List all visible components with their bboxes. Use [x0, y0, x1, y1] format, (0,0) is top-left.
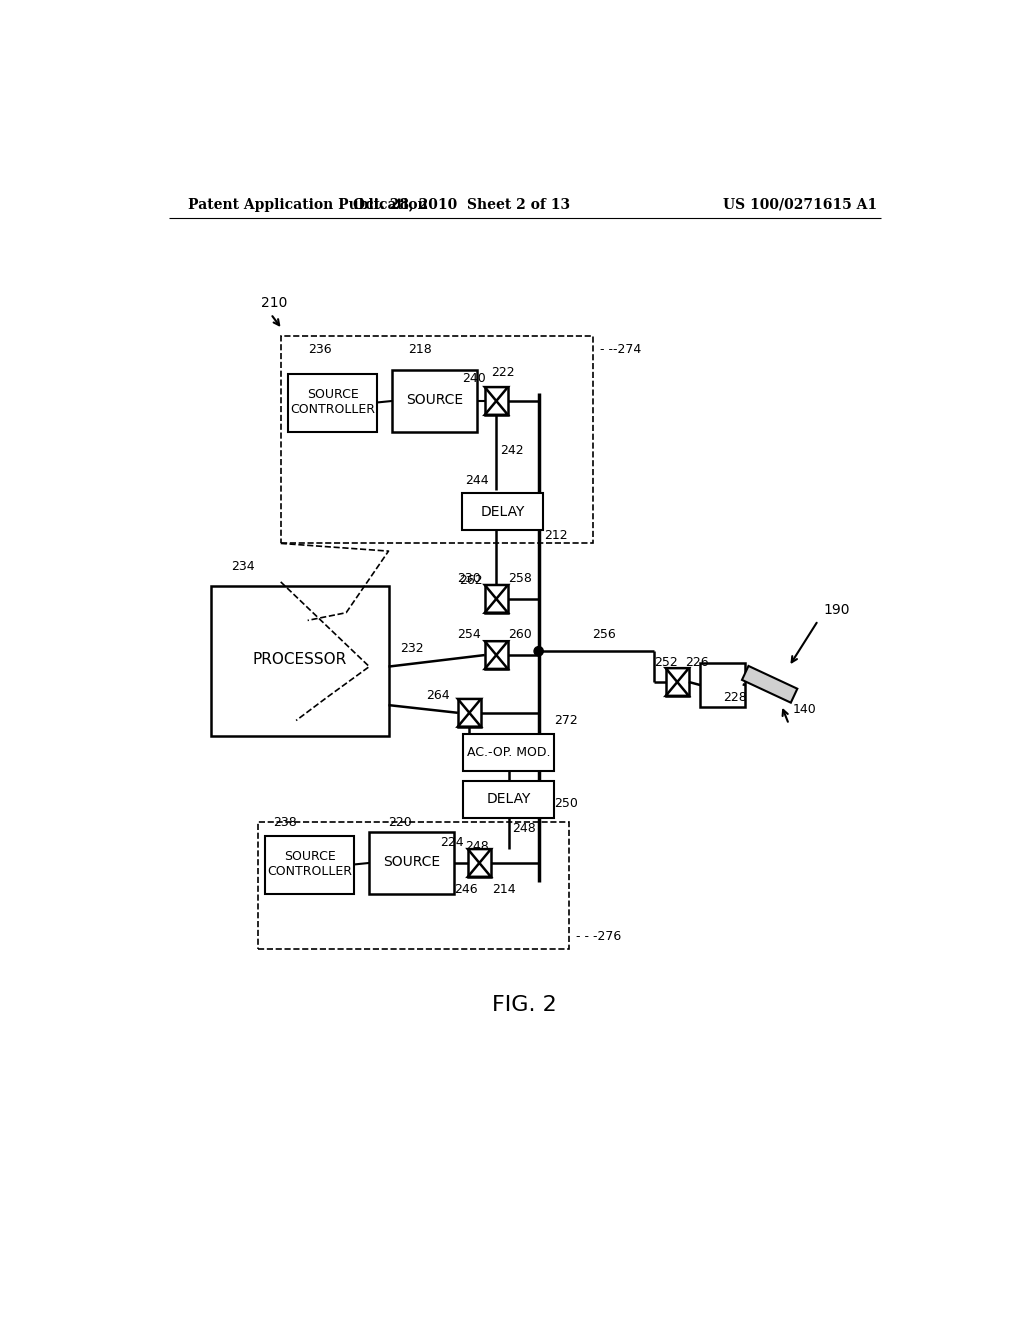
Text: 210: 210 [261, 296, 288, 310]
Text: 214: 214 [493, 883, 516, 896]
Text: 226: 226 [685, 656, 709, 669]
Text: Patent Application Publication: Patent Application Publication [188, 198, 428, 211]
Text: 236: 236 [307, 343, 332, 356]
Text: SOURCE: SOURCE [407, 393, 463, 407]
Polygon shape [468, 863, 490, 876]
Text: 140: 140 [793, 704, 816, 717]
Text: 224: 224 [440, 836, 464, 849]
Text: US 100/0271615 A1: US 100/0271615 A1 [723, 198, 878, 211]
Text: PROCESSOR: PROCESSOR [253, 652, 347, 667]
Bar [370, 832, 454, 894]
Text: 248: 248 [466, 840, 489, 853]
Bar [484, 387, 508, 414]
Polygon shape [458, 713, 481, 726]
Text: 240: 240 [463, 372, 486, 385]
Text: FIG. 2: FIG. 2 [493, 995, 557, 1015]
Polygon shape [484, 599, 508, 612]
Polygon shape [666, 682, 689, 696]
Text: 242: 242 [500, 445, 524, 458]
Text: 252: 252 [654, 656, 678, 669]
Bar [392, 370, 477, 432]
Text: 246: 246 [454, 883, 477, 896]
Polygon shape [484, 655, 508, 669]
Text: - --274: - --274 [600, 343, 641, 356]
Text: 232: 232 [400, 643, 424, 656]
Text: 264: 264 [426, 689, 451, 702]
Text: 234: 234 [230, 560, 254, 573]
Text: 190: 190 [823, 603, 850, 618]
Bar [258, 822, 569, 949]
Polygon shape [484, 387, 508, 401]
Text: 258: 258 [508, 572, 531, 585]
Text: SOURCE
CONTROLLER: SOURCE CONTROLLER [267, 850, 352, 879]
Bar [265, 836, 354, 894]
Bar [700, 663, 745, 708]
Bar [289, 374, 377, 432]
Text: 228: 228 [723, 690, 746, 704]
Bar [742, 667, 798, 702]
Text: 238: 238 [273, 816, 297, 829]
Text: DELAY: DELAY [480, 504, 524, 519]
Polygon shape [484, 401, 508, 414]
Polygon shape [468, 849, 490, 863]
Text: - - -276: - - -276 [575, 929, 621, 942]
Polygon shape [666, 668, 689, 682]
Text: 250: 250 [554, 797, 578, 810]
Bar [458, 700, 481, 726]
Polygon shape [484, 585, 508, 599]
Text: SOURCE: SOURCE [383, 855, 440, 869]
Text: 272: 272 [554, 714, 578, 727]
Bar [463, 734, 554, 771]
Text: Oct. 28, 2010  Sheet 2 of 13: Oct. 28, 2010 Sheet 2 of 13 [353, 198, 570, 211]
Text: DELAY: DELAY [486, 792, 530, 807]
Text: 260: 260 [508, 628, 531, 640]
Text: 220: 220 [388, 816, 413, 829]
Circle shape [535, 647, 544, 656]
Text: 254: 254 [457, 628, 481, 640]
Text: 230: 230 [457, 572, 481, 585]
Text: SOURCE
CONTROLLER: SOURCE CONTROLLER [291, 388, 376, 416]
Polygon shape [458, 700, 481, 713]
Bar [666, 668, 689, 696]
Text: 256: 256 [593, 628, 616, 640]
Polygon shape [484, 642, 508, 655]
Bar [211, 586, 388, 737]
Bar [463, 780, 554, 817]
Text: 244: 244 [466, 474, 489, 487]
Text: 248: 248 [512, 822, 537, 834]
Text: 218: 218 [408, 343, 431, 356]
Bar [468, 849, 490, 876]
Bar [281, 335, 593, 544]
Text: AC.-OP. MOD.: AC.-OP. MOD. [467, 746, 550, 759]
Text: 262: 262 [460, 574, 483, 587]
Bar [484, 642, 508, 669]
Bar [484, 585, 508, 612]
Text: 222: 222 [490, 366, 514, 379]
Bar [462, 494, 543, 531]
Text: 212: 212 [544, 529, 567, 543]
